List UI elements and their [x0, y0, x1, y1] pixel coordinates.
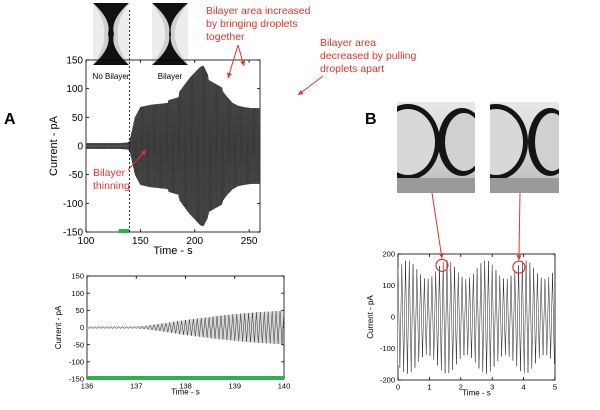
bilayer-inset [152, 3, 188, 65]
y-tick-label: -100 [69, 357, 84, 366]
green-time-bar [118, 229, 130, 233]
no-bilayer-inset [93, 3, 129, 65]
y-tick-label: 150 [66, 56, 83, 67]
arrow-photo-left-shaft [431, 192, 443, 259]
x-tick-label: 250 [241, 236, 258, 247]
zoom-chart: 136 137 138 139 140 -150 -100 -50 0 50 100 150 Time … [54, 272, 290, 397]
x-tick-label: 140 [278, 382, 291, 391]
y-tick-label: -200 [380, 376, 395, 385]
y-tick-label: 0 [77, 142, 83, 153]
trace [398, 260, 555, 374]
trace [86, 65, 260, 227]
y-tick-label: 0 [391, 313, 395, 322]
highlight-circle-2 [512, 260, 526, 274]
trace [87, 310, 284, 345]
y-tick-label: -150 [69, 375, 84, 384]
annotation-thinning: Bilayer thinning [93, 167, 130, 192]
y-tick-label: 200 [382, 250, 395, 259]
y-axis-label: Current - pA [366, 295, 375, 339]
y-axis-label: Current - pA [54, 305, 63, 349]
trace-line [398, 260, 555, 374]
arrow-thinning-head [140, 150, 146, 156]
main-chart: 100 150 200 250 -150 -100 -50 0 50 100 150 Time - s… [48, 56, 261, 257]
annotation-increase-line1: Bilayer area increased [206, 5, 311, 17]
x-tick-label: 4 [522, 383, 526, 392]
y-tick-label: -50 [73, 340, 84, 349]
y-tick-label: 50 [76, 306, 84, 315]
arrow-photo-right-head [516, 255, 522, 261]
x-tick-label: 139 [228, 382, 241, 391]
y-tick-label: 50 [72, 113, 84, 124]
arrow-increase-head [227, 72, 232, 78]
annotation-decrease-line2: decreased by pulling [320, 50, 416, 62]
annotation-arrows [127, 44, 522, 261]
panel-letter-a: A [4, 111, 16, 128]
arrow-photo-right-shaft [518, 192, 521, 261]
no-bilayer-label: No Bilayer [93, 72, 130, 81]
x-tick-label: 150 [132, 236, 149, 247]
x-tick-label: 200 [186, 236, 203, 247]
panel-letter-b: B [365, 111, 377, 128]
annotation-decrease: Bilayer area decreased by pulling drople… [320, 37, 416, 75]
arrow-increase-shaft [227, 44, 239, 79]
droplet-photo-right [490, 102, 559, 193]
x-tick-label: 1 [427, 383, 431, 392]
arrow-increase-2-head [240, 60, 246, 66]
x-tick-label: 137 [130, 382, 143, 391]
x-axis-label: Time - s [153, 245, 193, 257]
trace-line [86, 65, 260, 227]
x-tick-label: 3 [490, 383, 494, 392]
annotation-increase-line2: by bringing droplets [206, 18, 298, 30]
y-axis-label: Current - pA [48, 115, 60, 176]
arrow-photo-left-head [438, 253, 444, 259]
x-tick-label: 138 [179, 382, 192, 391]
x-tick-label: 0 [396, 383, 400, 392]
annotation-thinning-line1: Bilayer [93, 167, 126, 179]
y-tick-label: -100 [380, 344, 395, 353]
x-tick-label: 100 [78, 236, 95, 247]
arrow-decrease-shaft [297, 75, 324, 96]
y-tick-label: 100 [71, 289, 84, 298]
green-time-bar-zoom [87, 376, 284, 380]
annotation-thinning-line2: thinning [93, 180, 130, 192]
y-tick-label: 100 [66, 84, 83, 95]
droplet-photo-left [397, 102, 475, 193]
x-axis-label: Time - s [171, 388, 200, 397]
annotation-increase: Bilayer area increased by bringing dropl… [206, 5, 311, 43]
annotation-increase-line3: together [206, 31, 245, 43]
annotation-decrease-line3: droplets apart [320, 63, 384, 75]
x-tick-label: 5 [553, 383, 557, 392]
y-tick-label: -150 [63, 228, 83, 239]
bilayer-label: Bilayer [158, 72, 183, 81]
x-tick-label: 136 [81, 382, 94, 391]
y-tick-label: -50 [69, 170, 84, 181]
y-tick-label: 0 [80, 323, 84, 332]
x-axis-label: Time - s [462, 389, 491, 398]
annotation-decrease-line1: Bilayer area [320, 37, 376, 49]
trace-line [87, 310, 284, 345]
trace-fill [87, 310, 284, 345]
y-tick-label: 150 [71, 272, 84, 281]
y-tick-label: -100 [63, 199, 83, 210]
arrow-decrease-head [298, 89, 304, 95]
highlight-circle-1 [435, 258, 449, 272]
y-tick-label: 100 [382, 281, 395, 290]
b-chart: 0 1 2 3 4 5 -200 -100 0 100 200 Time - s Current - p… [366, 250, 557, 398]
x-tick-label: 2 [459, 383, 463, 392]
